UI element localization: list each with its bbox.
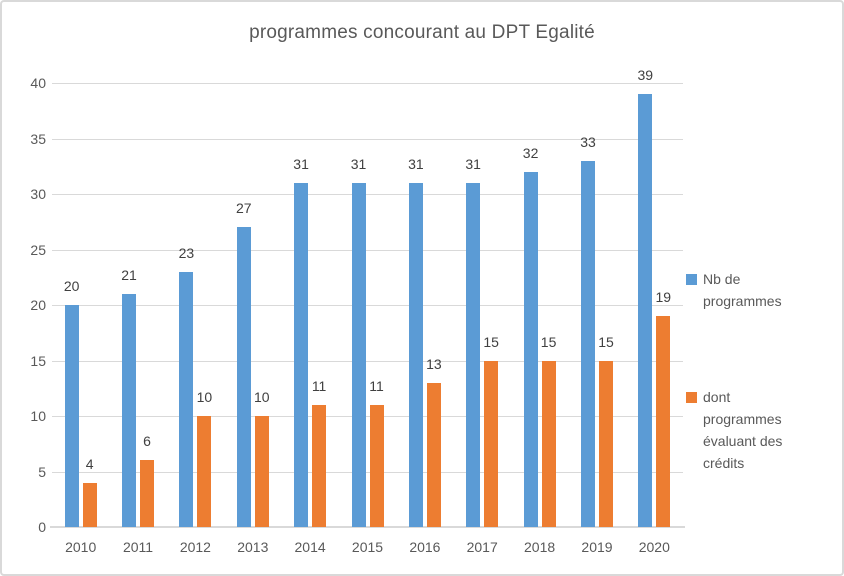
gridline <box>52 305 683 306</box>
bar-value-label: 6 <box>143 433 151 450</box>
x-tick-label: 2010 <box>65 539 97 555</box>
bar-blue-2014 <box>294 182 309 527</box>
x-tick-label: 2013 <box>237 539 269 555</box>
bar-orange-2019 <box>599 360 613 527</box>
x-tick-label: 2014 <box>294 539 326 555</box>
bar-orange-2012 <box>197 416 212 527</box>
bar-blue-2010 <box>64 305 79 527</box>
bar-value-label: 23 <box>178 244 195 261</box>
y-tick-label: 15 <box>30 352 46 369</box>
y-tick-label: 5 <box>38 463 46 480</box>
bar-value-label: 27 <box>236 200 252 217</box>
x-tick-label: 2012 <box>179 539 211 555</box>
gridline <box>52 138 683 140</box>
bar-value-label: 11 <box>311 377 327 394</box>
gridline <box>52 83 683 84</box>
bar-blue-2016 <box>408 182 423 527</box>
y-tick-label: 30 <box>30 186 46 202</box>
bar-orange-2014 <box>312 404 327 527</box>
bar-blue-2018 <box>523 171 538 527</box>
bar-orange-2010 <box>82 482 97 527</box>
bar-value-label: 15 <box>598 333 614 350</box>
bar-value-label: 21 <box>121 266 137 283</box>
bar-value-label: 15 <box>540 333 557 350</box>
bar-blue-2017 <box>466 182 481 527</box>
y-tick-label: 20 <box>30 297 46 313</box>
bar-value-label: 11 <box>369 377 384 394</box>
legend-entry-nb-de-programmes: Nb de programmes <box>686 268 807 312</box>
gridline <box>52 194 683 195</box>
bar-value-label: 31 <box>293 155 309 172</box>
bar-value-label: 15 <box>483 333 499 350</box>
x-tick-label: 2015 <box>351 539 384 555</box>
bar-blue-2013 <box>236 227 251 527</box>
bar-value-label: 10 <box>196 389 213 405</box>
bar-value-label: 13 <box>426 355 442 372</box>
bar-blue-2012 <box>179 271 194 527</box>
x-tick-label: 2018 <box>524 539 556 555</box>
bar-orange-2016 <box>426 382 441 527</box>
legend-swatch-orange-icon <box>686 392 697 403</box>
bar-value-label: 31 <box>350 155 367 172</box>
bar-orange-2015 <box>369 404 384 527</box>
x-tick-label: 2017 <box>466 539 498 555</box>
bar-value-label: 32 <box>522 144 539 161</box>
bar-value-label: 10 <box>254 389 270 405</box>
x-tick-label: 2019 <box>581 539 613 555</box>
gridline <box>52 416 683 417</box>
gridline <box>52 249 683 251</box>
bar-value-label: 19 <box>655 289 672 306</box>
legend-label-nb-de-programmes: Nb de programmes <box>703 271 782 309</box>
legend-label-dont-programmes: dont programmes évaluant des crédits <box>703 389 783 471</box>
bar-orange-2020 <box>656 316 671 527</box>
bar-orange-2013 <box>254 416 269 527</box>
gridline <box>52 471 683 473</box>
bar-value-label: 31 <box>408 155 424 172</box>
bar-value-label: 4 <box>85 455 94 472</box>
bar-value-label: 31 <box>465 155 481 172</box>
bar-blue-2015 <box>351 182 366 527</box>
x-axis-line <box>50 526 685 528</box>
legend-swatch-blue-icon <box>686 274 697 285</box>
x-tick-label: 2020 <box>638 539 670 555</box>
bar-blue-2020 <box>638 94 653 527</box>
y-tick-label: 35 <box>30 130 46 147</box>
bar-value-label: 33 <box>580 133 596 150</box>
bar-value-label: 20 <box>63 278 80 294</box>
y-tick-label: 25 <box>30 241 46 258</box>
gridline <box>52 360 683 362</box>
chart-title: programmes concourant au DPT Egalité <box>249 22 595 43</box>
x-tick-label: 2011 <box>122 539 154 555</box>
y-tick-label: 0 <box>38 519 46 535</box>
bar-blue-2011 <box>122 293 136 527</box>
bar-value-label: 39 <box>637 67 654 84</box>
bar-orange-2011 <box>140 460 154 527</box>
bar-orange-2018 <box>541 360 556 527</box>
bar-blue-2019 <box>581 160 595 527</box>
x-tick-label: 2016 <box>409 539 441 555</box>
legend-entry-dont-programmes: dont programmes évaluant des crédits <box>686 386 807 474</box>
y-tick-label: 40 <box>30 75 46 91</box>
y-tick-label: 10 <box>30 408 46 424</box>
bar-orange-2017 <box>484 360 499 527</box>
